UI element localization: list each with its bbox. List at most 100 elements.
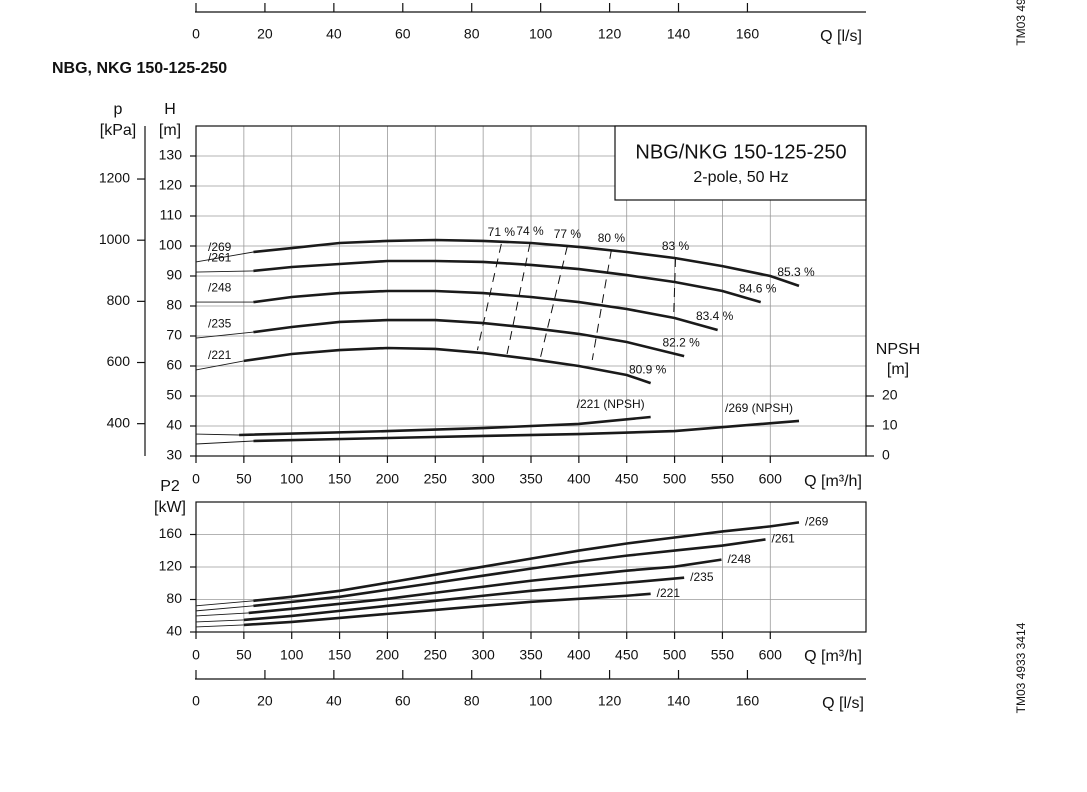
y-tick-label: 30	[166, 447, 182, 463]
efficiency-line	[591, 249, 612, 361]
curve	[253, 538, 766, 608]
x-tick-label: 350	[519, 647, 543, 663]
x-tick-label: 150	[328, 471, 352, 487]
curve-extension	[195, 331, 254, 339]
npsh-axis-label: NPSH	[876, 341, 920, 358]
x-tick-label: 350	[519, 471, 543, 487]
series-label: /235	[208, 316, 232, 330]
y-tick-label: 100	[159, 237, 183, 253]
x-tick-label: 50	[236, 647, 252, 663]
x-tick-label: 600	[759, 471, 783, 487]
npsh-axis-unit: [m]	[887, 361, 909, 378]
efficiency-label: 80 %	[598, 231, 626, 245]
x-tick-label: 100	[280, 471, 304, 487]
x-tick-label: 150	[328, 647, 352, 663]
p-axis-label: p	[114, 101, 123, 118]
p2-axis-label: P2	[160, 478, 180, 495]
box-title: NBG/NKG 150-125-250	[635, 141, 846, 163]
curve	[243, 592, 651, 627]
series-label: /248	[727, 552, 751, 566]
x-tick-label: 0	[192, 471, 200, 487]
x-tick-label: 140	[667, 26, 691, 42]
y-tick-label: 40	[166, 623, 182, 639]
legend-box	[614, 125, 867, 201]
y2-tick-label: 10	[882, 417, 898, 433]
curve	[253, 259, 762, 304]
curve-extension	[195, 251, 254, 263]
x-tick-label: 500	[663, 471, 687, 487]
efficiency-label: 84.6 %	[739, 281, 777, 295]
x-tick-label: 200	[376, 471, 400, 487]
curve-extension	[195, 360, 244, 371]
efficiency-label: 83 %	[662, 239, 690, 253]
x-tick-label: 120	[598, 26, 622, 42]
y-tick-label: 120	[159, 177, 183, 193]
x-tick-label: 0	[192, 647, 200, 663]
y-tick-label: 90	[166, 267, 182, 283]
curve-extension	[195, 440, 254, 445]
y-tick-label: 80	[166, 297, 182, 313]
curve-extension	[195, 619, 244, 623]
page-title: NBG, NKG 150-125-250	[52, 60, 227, 77]
y-tick-label: 80	[166, 590, 182, 606]
efficiency-label: 77 %	[554, 227, 582, 241]
x-tick-label: 300	[471, 647, 495, 663]
p-tick-label: 600	[107, 353, 131, 369]
x-tick-label: 500	[663, 647, 687, 663]
y2-tick-label: 0	[882, 447, 890, 463]
curve	[243, 346, 652, 385]
efficiency-label: 83.4 %	[696, 309, 734, 323]
x-tick-label: 40	[326, 26, 342, 42]
series-label: /235	[690, 570, 714, 584]
series-label: /269	[208, 240, 232, 254]
x-tick-label: 20	[257, 26, 273, 42]
x-tick-label: 100	[529, 26, 553, 42]
curve	[243, 576, 685, 622]
x-tick-label: 100	[529, 693, 553, 709]
p2-axis-unit: [kW]	[154, 499, 186, 516]
curve-extension	[195, 624, 244, 628]
x-tick-label: 300	[471, 471, 495, 487]
efficiency-label: 85.3 %	[777, 265, 815, 279]
series-label: /221 (NPSH)	[577, 397, 645, 411]
y-tick-label: 40	[166, 417, 182, 433]
x-tick-label: 250	[424, 471, 448, 487]
doc-code-top: TM03 49	[1014, 0, 1028, 46]
h-axis-label: H	[164, 101, 176, 118]
x-tick-label: 450	[615, 471, 639, 487]
y-tick-label: 110	[160, 207, 183, 223]
efficiency-line	[476, 243, 502, 351]
p-tick-label: 1000	[99, 231, 130, 247]
x-tick-label: 160	[736, 26, 760, 42]
box-subtitle: 2-pole, 50 Hz	[693, 169, 788, 186]
x-tick-label: 80	[464, 26, 480, 42]
x-tick-label: 50	[236, 471, 252, 487]
series-label: /261	[772, 532, 796, 546]
y-tick-label: 70	[166, 327, 182, 343]
x-axis-label: Q [l/s]	[822, 695, 864, 712]
efficiency-label: 74 %	[516, 224, 544, 238]
x-tick-label: 60	[395, 693, 411, 709]
y2-tick-label: 20	[882, 387, 898, 403]
curve	[253, 521, 800, 603]
x-tick-label: 40	[326, 693, 342, 709]
x-tick-label: 550	[711, 647, 735, 663]
p-axis-unit: [kPa]	[100, 122, 136, 139]
x-tick-label: 450	[615, 647, 639, 663]
efficiency-line	[506, 242, 531, 355]
x-tick-label: 0	[192, 26, 200, 42]
y-tick-label: 60	[166, 357, 182, 373]
x-tick-label: 550	[711, 471, 735, 487]
x-tick-label: 250	[424, 647, 448, 663]
x-tick-label: 600	[759, 647, 783, 663]
series-label: /269	[805, 515, 829, 529]
y-tick-label: 130	[159, 147, 183, 163]
curve-extension	[195, 270, 254, 273]
y-tick-label: 160	[159, 525, 183, 541]
curve	[253, 419, 800, 443]
efficiency-line	[540, 245, 568, 358]
efficiency-label: 82.2 %	[662, 335, 700, 349]
series-label: /221	[208, 348, 232, 362]
x-tick-label: 0	[192, 693, 200, 709]
